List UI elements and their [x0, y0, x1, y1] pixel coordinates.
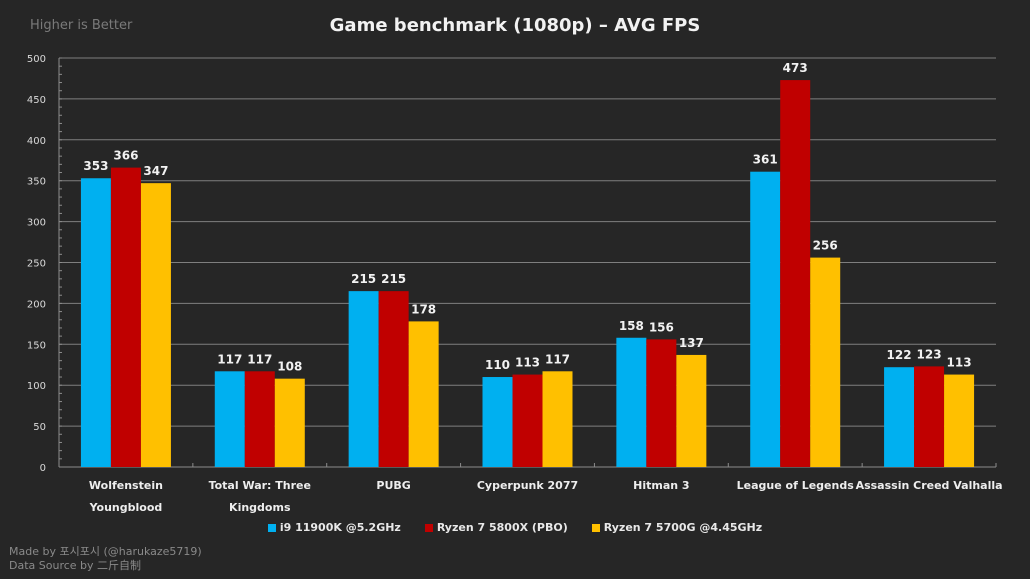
legend-label: Ryzen 7 5700G @4.45GHz — [603, 521, 763, 534]
bar — [646, 339, 677, 467]
x-tick-label: Total War: Three — [209, 479, 311, 492]
y-tick-label: 350 — [27, 177, 46, 188]
y-tick-label: 250 — [27, 259, 46, 270]
data-label: 156 — [649, 320, 674, 334]
bar — [944, 374, 975, 467]
y-tick-label: 150 — [27, 340, 46, 351]
chart-legend: i9 11900K @5.2GHz Ryzen 7 5800X (PBO) Ryze… — [0, 521, 1030, 534]
x-tick-label: Cyperpunk 2077 — [477, 479, 578, 492]
bar — [140, 183, 171, 468]
bar — [750, 171, 781, 467]
bar — [348, 291, 379, 467]
data-label: 158 — [619, 319, 644, 333]
legend-item: Ryzen 7 5700G @4.45GHz — [591, 521, 763, 534]
bar — [810, 257, 841, 467]
data-label: 347 — [143, 164, 168, 178]
bar — [80, 178, 111, 467]
made-by-credit: Made by 포시포시 (@harukaze5719) — [9, 545, 202, 558]
data-label: 113 — [947, 356, 972, 370]
bar — [214, 371, 245, 467]
data-label: 117 — [217, 352, 242, 366]
bar — [676, 354, 707, 467]
legend-swatch — [591, 523, 600, 532]
data-label: 108 — [277, 360, 302, 374]
y-tick-label: 500 — [27, 54, 46, 65]
data-label: 122 — [887, 348, 912, 362]
bar — [244, 371, 275, 467]
x-tick-label: League of Legends — [737, 479, 855, 492]
x-tick-label: Youngblood — [89, 501, 163, 514]
legend-swatch — [424, 523, 433, 532]
data-label: 113 — [515, 356, 540, 370]
y-tick-label: 100 — [27, 381, 46, 392]
bar — [378, 291, 409, 467]
bar — [408, 321, 439, 467]
data-label: 215 — [351, 272, 376, 286]
x-tick-label: PUBG — [376, 479, 410, 492]
bar — [914, 366, 945, 467]
chart-title: Game benchmark (1080p) – AVG FPS — [329, 15, 701, 36]
y-tick-label: 0 — [40, 463, 46, 474]
bar — [482, 377, 513, 467]
data-label: 178 — [411, 302, 436, 316]
y-tick-label: 200 — [27, 299, 46, 310]
x-tick-label: Hitman 3 — [633, 479, 689, 492]
data-label: 215 — [381, 272, 406, 286]
y-tick-label: 50 — [33, 422, 46, 433]
x-tick-label: Assassin Creed Valhalla — [856, 479, 1003, 492]
bar — [512, 374, 543, 467]
data-label: 361 — [753, 153, 778, 167]
legend-label: Ryzen 7 5800X (PBO) — [436, 521, 568, 534]
legend-item: i9 11900K @5.2GHz — [267, 521, 401, 534]
bar — [780, 80, 811, 467]
legend-label: i9 11900K @5.2GHz — [279, 521, 401, 534]
bar — [274, 378, 305, 467]
data-label: 353 — [83, 159, 108, 173]
data-label: 123 — [917, 347, 942, 361]
data-label: 117 — [545, 352, 570, 366]
bar — [110, 167, 141, 467]
chart-subtitle: Higher is Better — [30, 18, 133, 33]
bar — [884, 367, 915, 467]
bar — [616, 337, 647, 467]
data-label: 256 — [813, 239, 838, 253]
y-tick-label: 450 — [27, 95, 46, 106]
data-label: 137 — [679, 336, 704, 350]
data-source-credit: Data Source by 二斤自制 — [9, 559, 142, 572]
x-tick-label: Wolfenstein — [89, 479, 163, 492]
x-tick-label: Kingdoms — [229, 501, 291, 514]
y-tick-label: 400 — [27, 136, 46, 147]
y-tick-label: 300 — [27, 218, 46, 229]
data-label: 366 — [113, 149, 138, 163]
data-label: 473 — [783, 61, 808, 75]
data-label: 117 — [247, 352, 272, 366]
bar — [542, 371, 573, 467]
legend-swatch — [267, 523, 276, 532]
legend-item: Ryzen 7 5800X (PBO) — [424, 521, 568, 534]
data-label: 110 — [485, 358, 510, 372]
